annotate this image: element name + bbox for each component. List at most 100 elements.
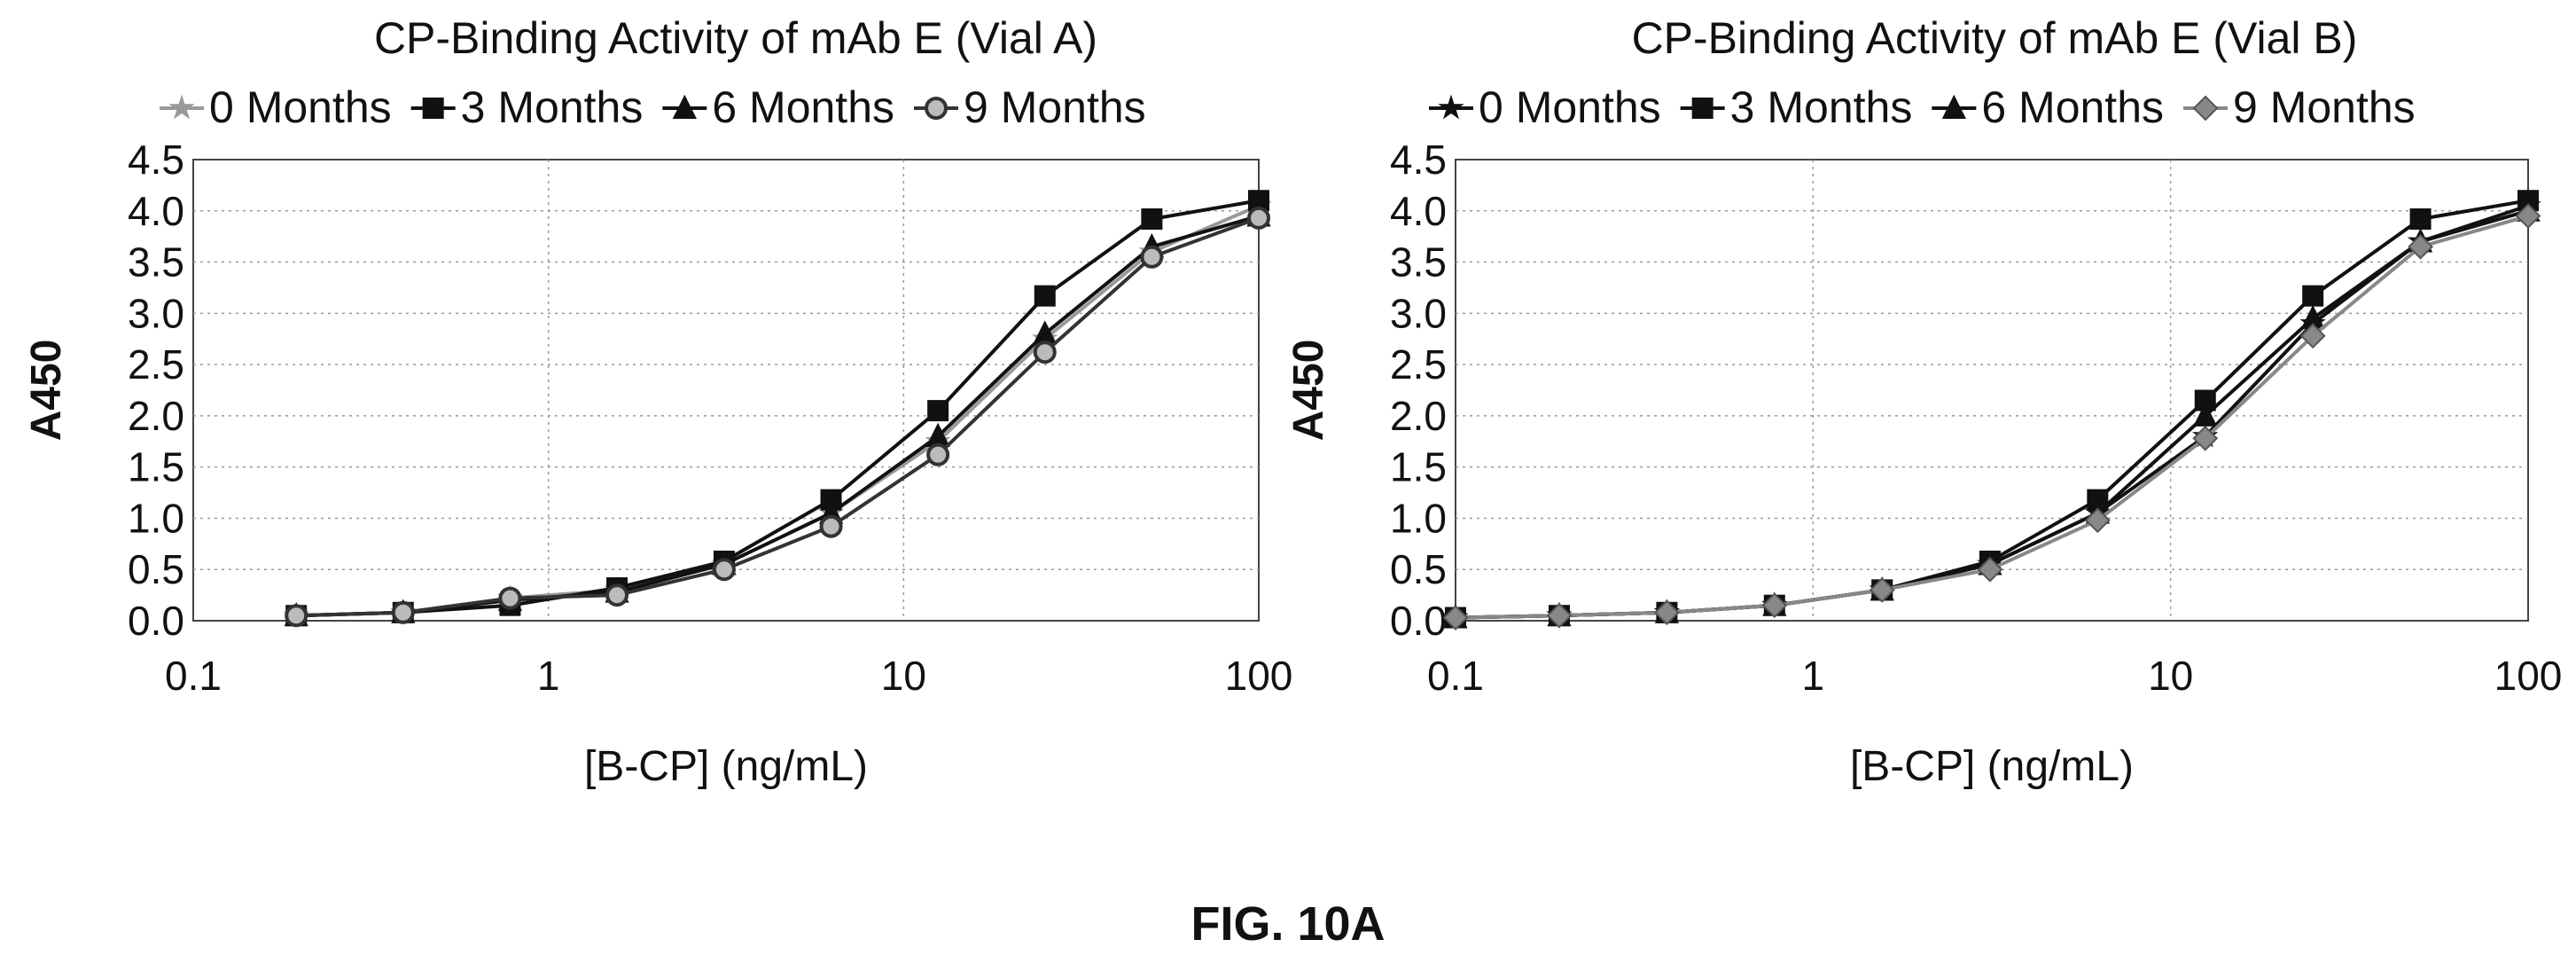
legend-item: 9 Months	[2183, 82, 2416, 132]
data-point	[1761, 592, 1788, 619]
y-tick-label: 4.0	[1390, 188, 1447, 234]
y-tick-label: 0.5	[128, 546, 184, 592]
data-point	[1034, 285, 1056, 307]
x-tick-label: 100	[2494, 653, 2563, 699]
data-point	[1869, 576, 1895, 603]
data-point	[1033, 341, 1057, 364]
data-point	[927, 400, 949, 422]
data-point	[1140, 245, 1164, 269]
legend-marker	[168, 94, 195, 120]
y-tick-label: 2.0	[128, 393, 184, 439]
data-point	[2193, 402, 2218, 427]
x-tick-label: 100	[1225, 653, 1293, 699]
chart-vial-a: CP-Binding Activity of mAb E (Vial A) 0.0…	[23, 13, 1292, 790]
data-point	[2409, 208, 2432, 231]
y-tick-label: 1.0	[1390, 495, 1447, 541]
data-point	[926, 442, 950, 466]
y-tick-label: 1.5	[1390, 444, 1447, 490]
chart-vial-b: CP-Binding Activity of mAb E (Vial B) 0.0…	[1285, 13, 2562, 790]
chart-title: CP-Binding Activity of mAb E (Vial A)	[374, 13, 1097, 63]
data-point	[285, 604, 308, 628]
legend-item: 3 Months	[1680, 82, 1913, 132]
y-tick-label: 3.5	[1390, 239, 1447, 286]
x-tick-label: 1	[537, 653, 560, 699]
data-point	[605, 583, 629, 607]
y-tick-label: 4.5	[1390, 137, 1447, 183]
legend-label: 9 Months	[2233, 82, 2416, 132]
series-6-months	[284, 202, 1271, 627]
series-0-months	[283, 192, 1272, 627]
x-tick-label: 1	[1802, 653, 1825, 699]
plot-frame	[1455, 159, 2529, 622]
series-9-months	[1442, 203, 2541, 630]
x-tick-label: 10	[881, 653, 926, 699]
legend-marker	[672, 94, 697, 119]
series-line	[296, 199, 1260, 618]
legend-item: 6 Months	[1932, 82, 2164, 132]
data-point	[1141, 208, 1163, 231]
y-tick-label: 2.0	[1390, 393, 1447, 439]
chart-title: CP-Binding Activity of mAb E (Vial B)	[1632, 13, 2358, 63]
x-tick-label: 10	[2148, 653, 2193, 699]
y-tick-label: 0.0	[1390, 598, 1447, 644]
data-point	[2408, 233, 2433, 260]
legend-item: 0 Months	[1429, 82, 1661, 132]
legend-item: 3 Months	[410, 82, 644, 132]
data-point	[498, 586, 522, 610]
legend-label: 6 Months	[1981, 82, 2164, 132]
legend-marker	[1438, 94, 1464, 120]
legend-label: 3 Months	[461, 82, 644, 132]
data-point	[2515, 203, 2541, 229]
data-point	[2192, 425, 2219, 451]
plot-frame	[192, 159, 1260, 622]
y-tick-label: 2.5	[128, 341, 184, 388]
series-9-months	[285, 206, 1270, 628]
data-point	[712, 558, 736, 582]
legend: 0 Months 3 Months 6 Months 9 Months	[160, 82, 1146, 132]
y-tick-label: 4.5	[128, 137, 184, 183]
y-tick-label: 3.5	[128, 239, 184, 286]
y-tick-label: 3.0	[1390, 290, 1447, 336]
y-tick-label: 1.5	[128, 444, 184, 490]
legend-item: 6 Months	[662, 82, 894, 132]
x-axis-title: [B-CP] (ng/mL)	[1850, 743, 2134, 790]
y-tick-label: 3.0	[128, 290, 184, 336]
legend-marker	[1691, 98, 1713, 119]
data-point	[1247, 206, 1270, 230]
data-point	[1442, 605, 1469, 630]
legend-label: 6 Months	[712, 82, 894, 132]
legend-label: 0 Months	[1479, 82, 1661, 132]
legend-marker	[422, 98, 444, 119]
data-point	[2299, 323, 2326, 349]
data-point	[1977, 556, 2003, 583]
legend-item: 0 Months	[160, 82, 392, 132]
y-tick-label: 4.0	[128, 188, 184, 234]
data-point	[2302, 285, 2324, 307]
y-axis-title: A450	[1285, 340, 1332, 442]
legend-label: 0 Months	[209, 82, 392, 132]
legend: 0 Months 3 Months 6 Months 9 Months	[1429, 82, 2416, 132]
figure-caption: FIG. 10A	[1190, 897, 1385, 951]
x-tick-label: 0.1	[1427, 653, 1484, 699]
series-line	[296, 214, 1260, 618]
data-point	[1653, 599, 1680, 626]
x-tick-label: 0.1	[165, 653, 222, 699]
x-axis-title: [B-CP] (ng/mL)	[584, 743, 868, 790]
legend-label: 3 Months	[1730, 82, 1913, 132]
legend-marker	[1941, 94, 1966, 119]
legend-label: 9 Months	[964, 82, 1146, 132]
data-point	[1546, 602, 1573, 629]
y-tick-label: 0.0	[128, 598, 184, 644]
y-tick-label: 2.5	[1390, 341, 1447, 388]
data-point	[819, 514, 843, 538]
y-axis-title: A450	[23, 340, 70, 442]
legend-marker	[2192, 95, 2219, 121]
series-3-months	[285, 190, 1269, 627]
data-point	[2084, 507, 2111, 534]
y-tick-label: 1.0	[128, 495, 184, 541]
data-point	[391, 600, 415, 624]
series-line	[296, 204, 1260, 618]
y-tick-label: 0.5	[1390, 546, 1447, 592]
legend-item: 9 Months	[914, 82, 1146, 132]
